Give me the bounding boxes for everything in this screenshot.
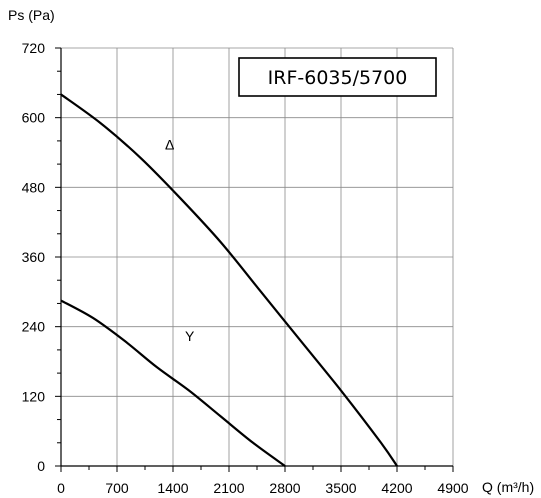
x-tick-label: 700 (105, 480, 129, 496)
series-label: Δ (165, 137, 174, 153)
series-labels: ΔY (165, 137, 195, 345)
x-tick-label: 2100 (213, 480, 244, 496)
y-tick-label: 600 (22, 110, 46, 126)
x-axis-label: Q (m³/h) (482, 479, 534, 495)
x-tick-label: 4900 (437, 480, 468, 496)
series-label: Y (185, 328, 195, 344)
chart-title: IRF-6035/5700 (268, 67, 408, 89)
axes (60, 48, 453, 467)
y-tick-label: 480 (22, 179, 46, 195)
title-frame (238, 57, 437, 97)
title-box: IRF-6035/5700 (238, 57, 437, 97)
tick-labels: 0 700 1400 2100 2800 3500 4200 4900 0 120 240 360 48… (22, 40, 469, 496)
y-tick-label: 720 (22, 40, 46, 56)
x-tick-label: 4200 (381, 480, 412, 496)
series-line-delta (60, 93, 398, 467)
y-tick-label: 360 (22, 249, 46, 265)
x-tick-label: 1400 (157, 480, 188, 496)
y-axis-label: Ps (Pa) (8, 7, 55, 23)
y-tick-label: 0 (37, 458, 45, 474)
grid-lines (61, 47, 454, 466)
y-tick-label: 240 (22, 319, 46, 335)
x-tick-label: 0 (57, 480, 65, 496)
curves (60, 93, 398, 467)
x-tick-label: 2800 (269, 480, 300, 496)
y-tick-label: 120 (22, 388, 46, 404)
minor-ticks (55, 47, 454, 472)
x-tick-label: 3500 (325, 480, 356, 496)
series-line-y (60, 299, 286, 467)
